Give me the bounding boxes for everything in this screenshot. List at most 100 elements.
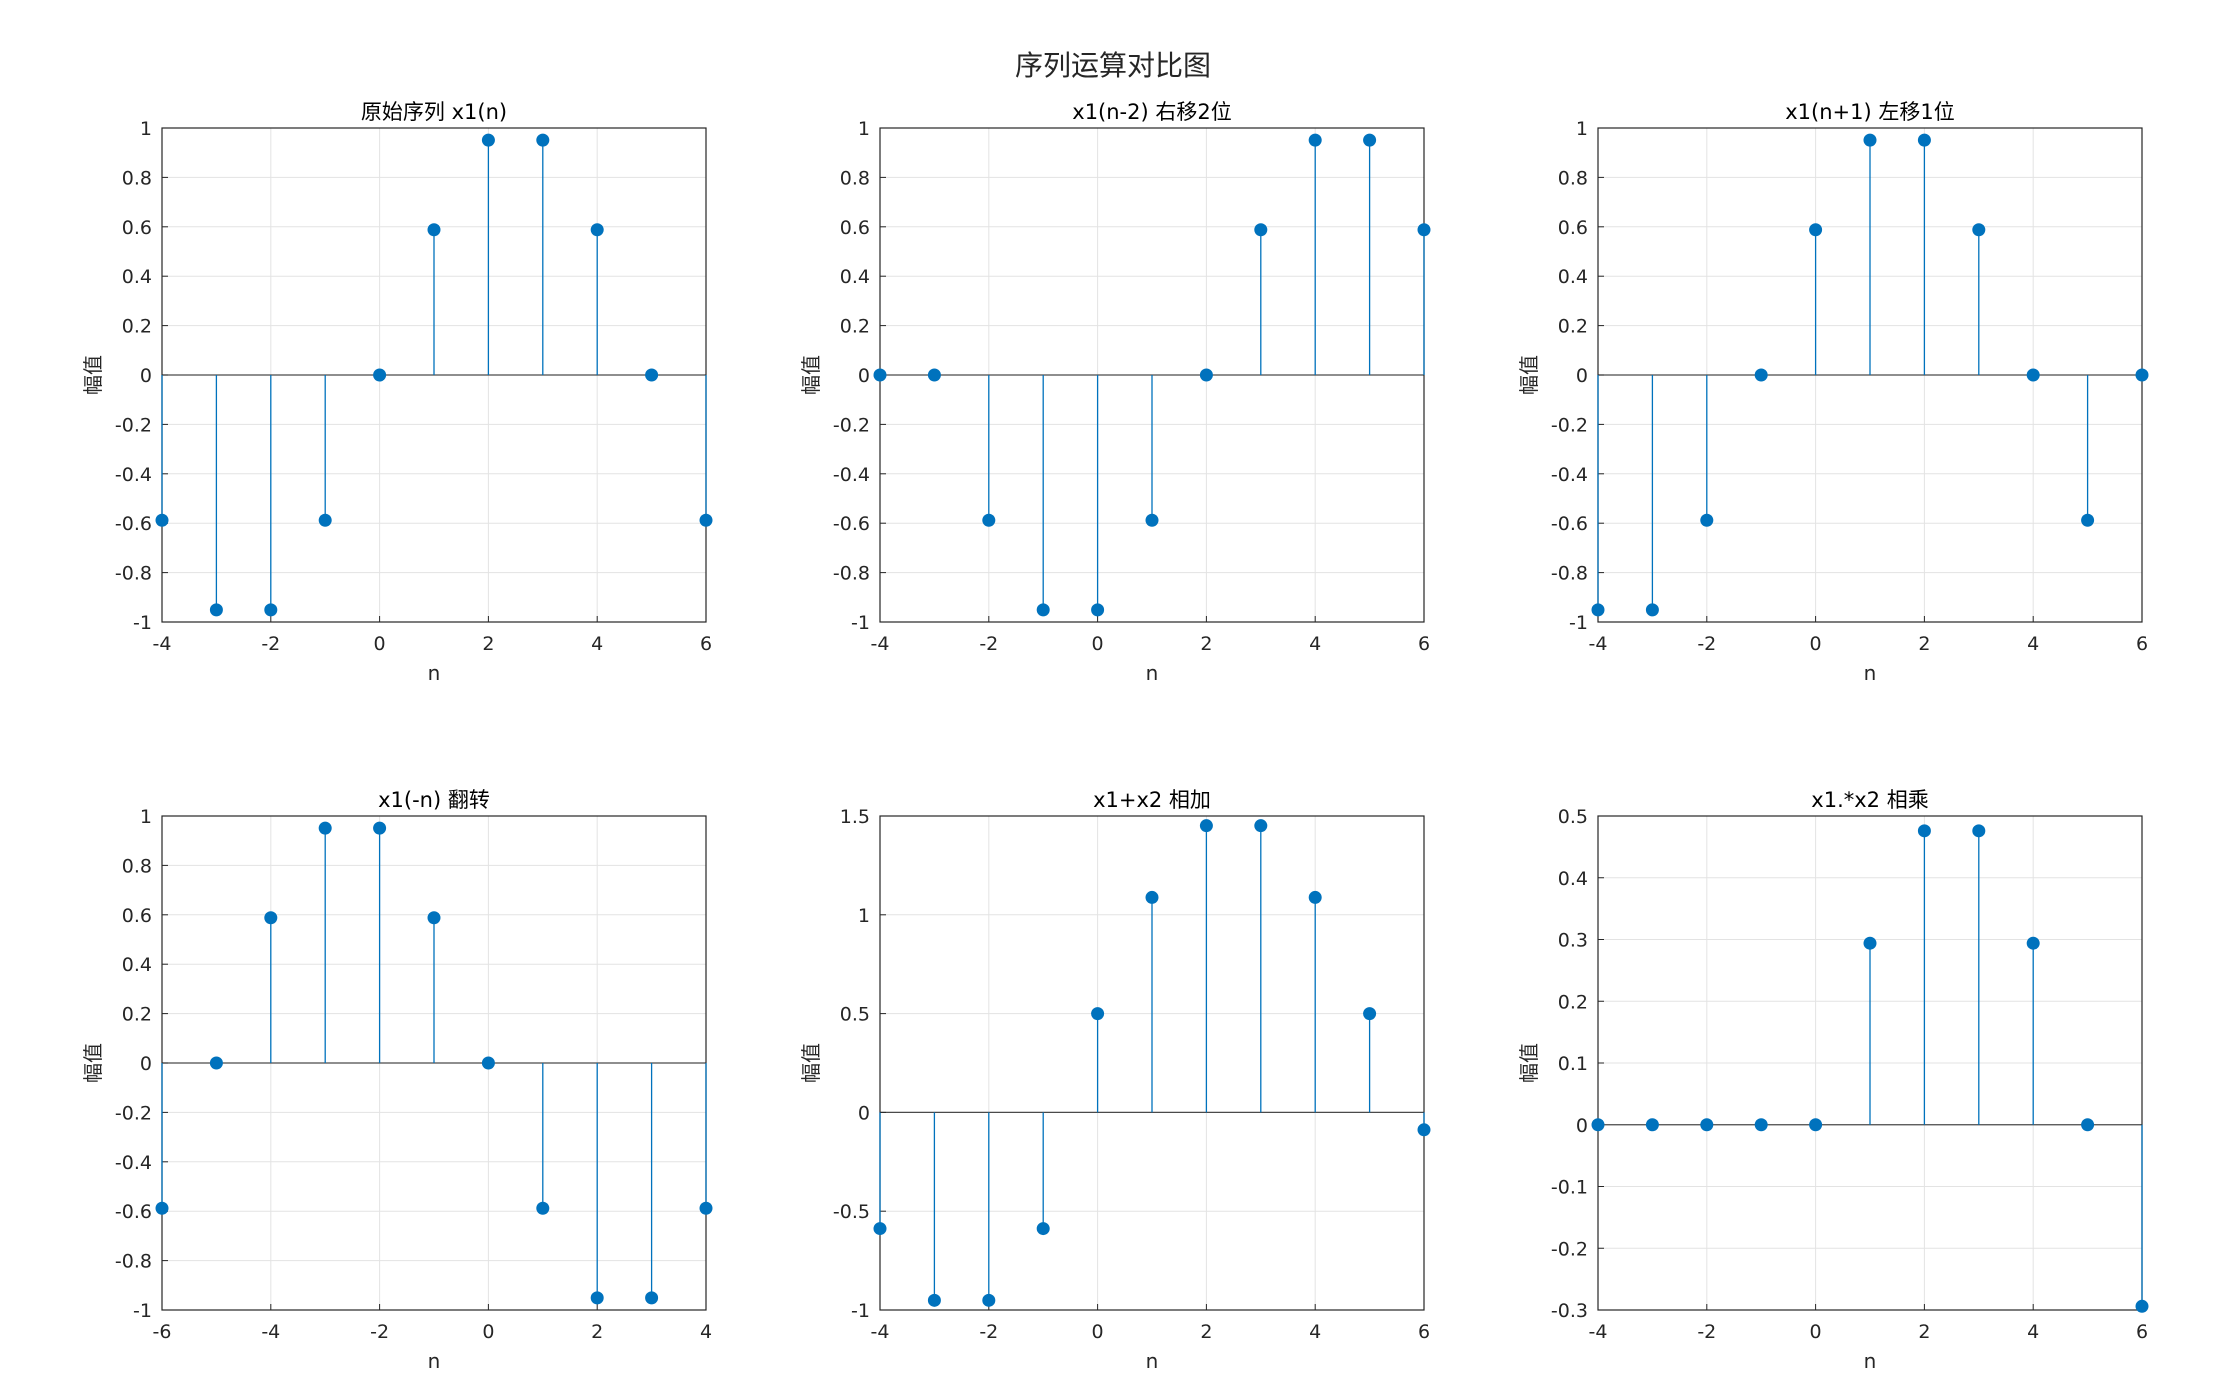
y-tick-label: -1 <box>133 1300 152 1322</box>
figure-title: 序列运算对比图 <box>1015 49 1211 82</box>
x-tick-label: -4 <box>153 633 172 655</box>
y-tick-label: 0.6 <box>840 217 870 239</box>
y-tick-label: -0.8 <box>1551 563 1588 585</box>
stem-marker <box>1863 133 1877 147</box>
x-tick-label: -4 <box>871 1321 890 1343</box>
stem-marker <box>1091 1007 1105 1021</box>
stem-series <box>1591 133 2149 617</box>
x-tick-label: -6 <box>153 1321 172 1343</box>
x-axis-label: n <box>1864 1349 1877 1373</box>
y-tick-label: -1 <box>851 612 870 634</box>
x-tick-label: -4 <box>1589 1321 1608 1343</box>
subplot-title: x1(n-2) 右移2位 <box>1072 100 1231 124</box>
y-axis-label: 幅值 <box>1517 355 1541 395</box>
x-tick-label: 0 <box>482 1321 494 1343</box>
y-tick-label: 0.2 <box>122 316 152 338</box>
stem-marker <box>481 133 495 147</box>
stem-marker <box>2081 513 2095 527</box>
y-tick-label: -0.4 <box>1551 464 1588 486</box>
stem-marker <box>264 603 278 617</box>
x-tick-label: -2 <box>1697 633 1716 655</box>
x-tick-label: -2 <box>261 633 280 655</box>
stem-marker <box>1308 133 1322 147</box>
stem-marker <box>373 821 387 835</box>
stem-marker <box>1145 890 1159 904</box>
stem-marker <box>1363 133 1377 147</box>
stem-marker <box>699 513 713 527</box>
y-tick-label: -0.6 <box>1551 513 1588 535</box>
stem-marker <box>481 1056 495 1070</box>
stem-marker <box>1591 1118 1605 1132</box>
stem-marker <box>1972 223 1986 237</box>
stem-marker <box>590 1291 604 1305</box>
y-tick-label: -1 <box>1569 612 1588 634</box>
axes-frame <box>879 815 1425 1311</box>
y-tick-label: 0.5 <box>1558 806 1588 828</box>
stem-marker <box>155 513 169 527</box>
stem-marker <box>873 1222 887 1236</box>
x-tick-label: 2 <box>482 633 494 655</box>
subplot-title: x1+x2 相加 <box>1093 788 1211 812</box>
subplot-title: x1(-n) 翻转 <box>378 788 490 812</box>
x-tick-label: 4 <box>1309 633 1321 655</box>
x-tick-label: 6 <box>1418 633 1430 655</box>
y-tick-label: 0.6 <box>122 905 152 927</box>
y-tick-label: 1.5 <box>840 806 870 828</box>
stem-marker <box>645 1291 659 1305</box>
stem-marker <box>1199 368 1213 382</box>
x-tick-label: 2 <box>1200 633 1212 655</box>
x-tick-label: 0 <box>1092 1321 1104 1343</box>
stem-series <box>873 133 1431 617</box>
stem-marker <box>2135 368 2149 382</box>
stem-marker <box>2081 1118 2095 1132</box>
stem-marker <box>1863 936 1877 950</box>
stem-marker <box>1199 819 1213 833</box>
stem-marker <box>590 223 604 237</box>
stem-marker <box>1254 819 1268 833</box>
x-tick-label: -2 <box>979 1321 998 1343</box>
y-tick-label: -0.4 <box>115 464 152 486</box>
stem-marker <box>699 1201 713 1215</box>
stem-marker <box>1809 223 1823 237</box>
y-tick-label: -0.1 <box>1551 1177 1588 1199</box>
x-tick-label: -2 <box>370 1321 389 1343</box>
x-tick-label: -4 <box>1589 633 1608 655</box>
x-tick-label: 4 <box>700 1321 712 1343</box>
y-tick-label: -0.2 <box>1551 1238 1588 1260</box>
stem-marker <box>1917 824 1931 838</box>
y-tick-label: 0 <box>1576 365 1588 387</box>
stem-marker <box>982 1293 996 1307</box>
x-tick-label: -4 <box>261 1321 280 1343</box>
stem-marker <box>1591 603 1605 617</box>
y-tick-label: 0.6 <box>122 217 152 239</box>
x-tick-label: 0 <box>374 633 386 655</box>
y-axis-label: 幅值 <box>81 1043 105 1083</box>
y-tick-label: -0.2 <box>115 1102 152 1124</box>
y-tick-label: -0.6 <box>115 513 152 535</box>
stem-marker <box>927 1293 941 1307</box>
x-tick-label: 6 <box>1418 1321 1430 1343</box>
stem-marker <box>427 911 441 925</box>
x-tick-label: 6 <box>2136 1321 2148 1343</box>
y-tick-label: 0.8 <box>840 167 870 189</box>
y-tick-label: 1 <box>1576 118 1588 140</box>
x-tick-label: -2 <box>979 633 998 655</box>
y-tick-label: -0.4 <box>115 1152 152 1174</box>
y-tick-label: 0.5 <box>840 1004 870 1026</box>
stem-marker <box>373 368 387 382</box>
y-tick-label: 0 <box>140 365 152 387</box>
y-tick-label: -0.8 <box>115 1251 152 1273</box>
y-tick-label: 0.4 <box>122 266 152 288</box>
subplot-2: -4 -2 0 2 4 6 -1 -0.8 -0.6 -0.4 -0.2 0 0.2 0.4 0.6 0.8 1… <box>799 100 1431 685</box>
stem-marker <box>1091 603 1105 617</box>
y-tick-label: 0 <box>140 1053 152 1075</box>
x-tick-label: 6 <box>2136 633 2148 655</box>
stem-marker <box>209 603 223 617</box>
stem-marker <box>645 368 659 382</box>
y-tick-label: 0.8 <box>122 167 152 189</box>
y-axis-label: 幅值 <box>799 355 823 395</box>
stem-marker <box>155 1201 169 1215</box>
stem-marker <box>264 911 278 925</box>
y-tick-label: 1 <box>140 118 152 140</box>
